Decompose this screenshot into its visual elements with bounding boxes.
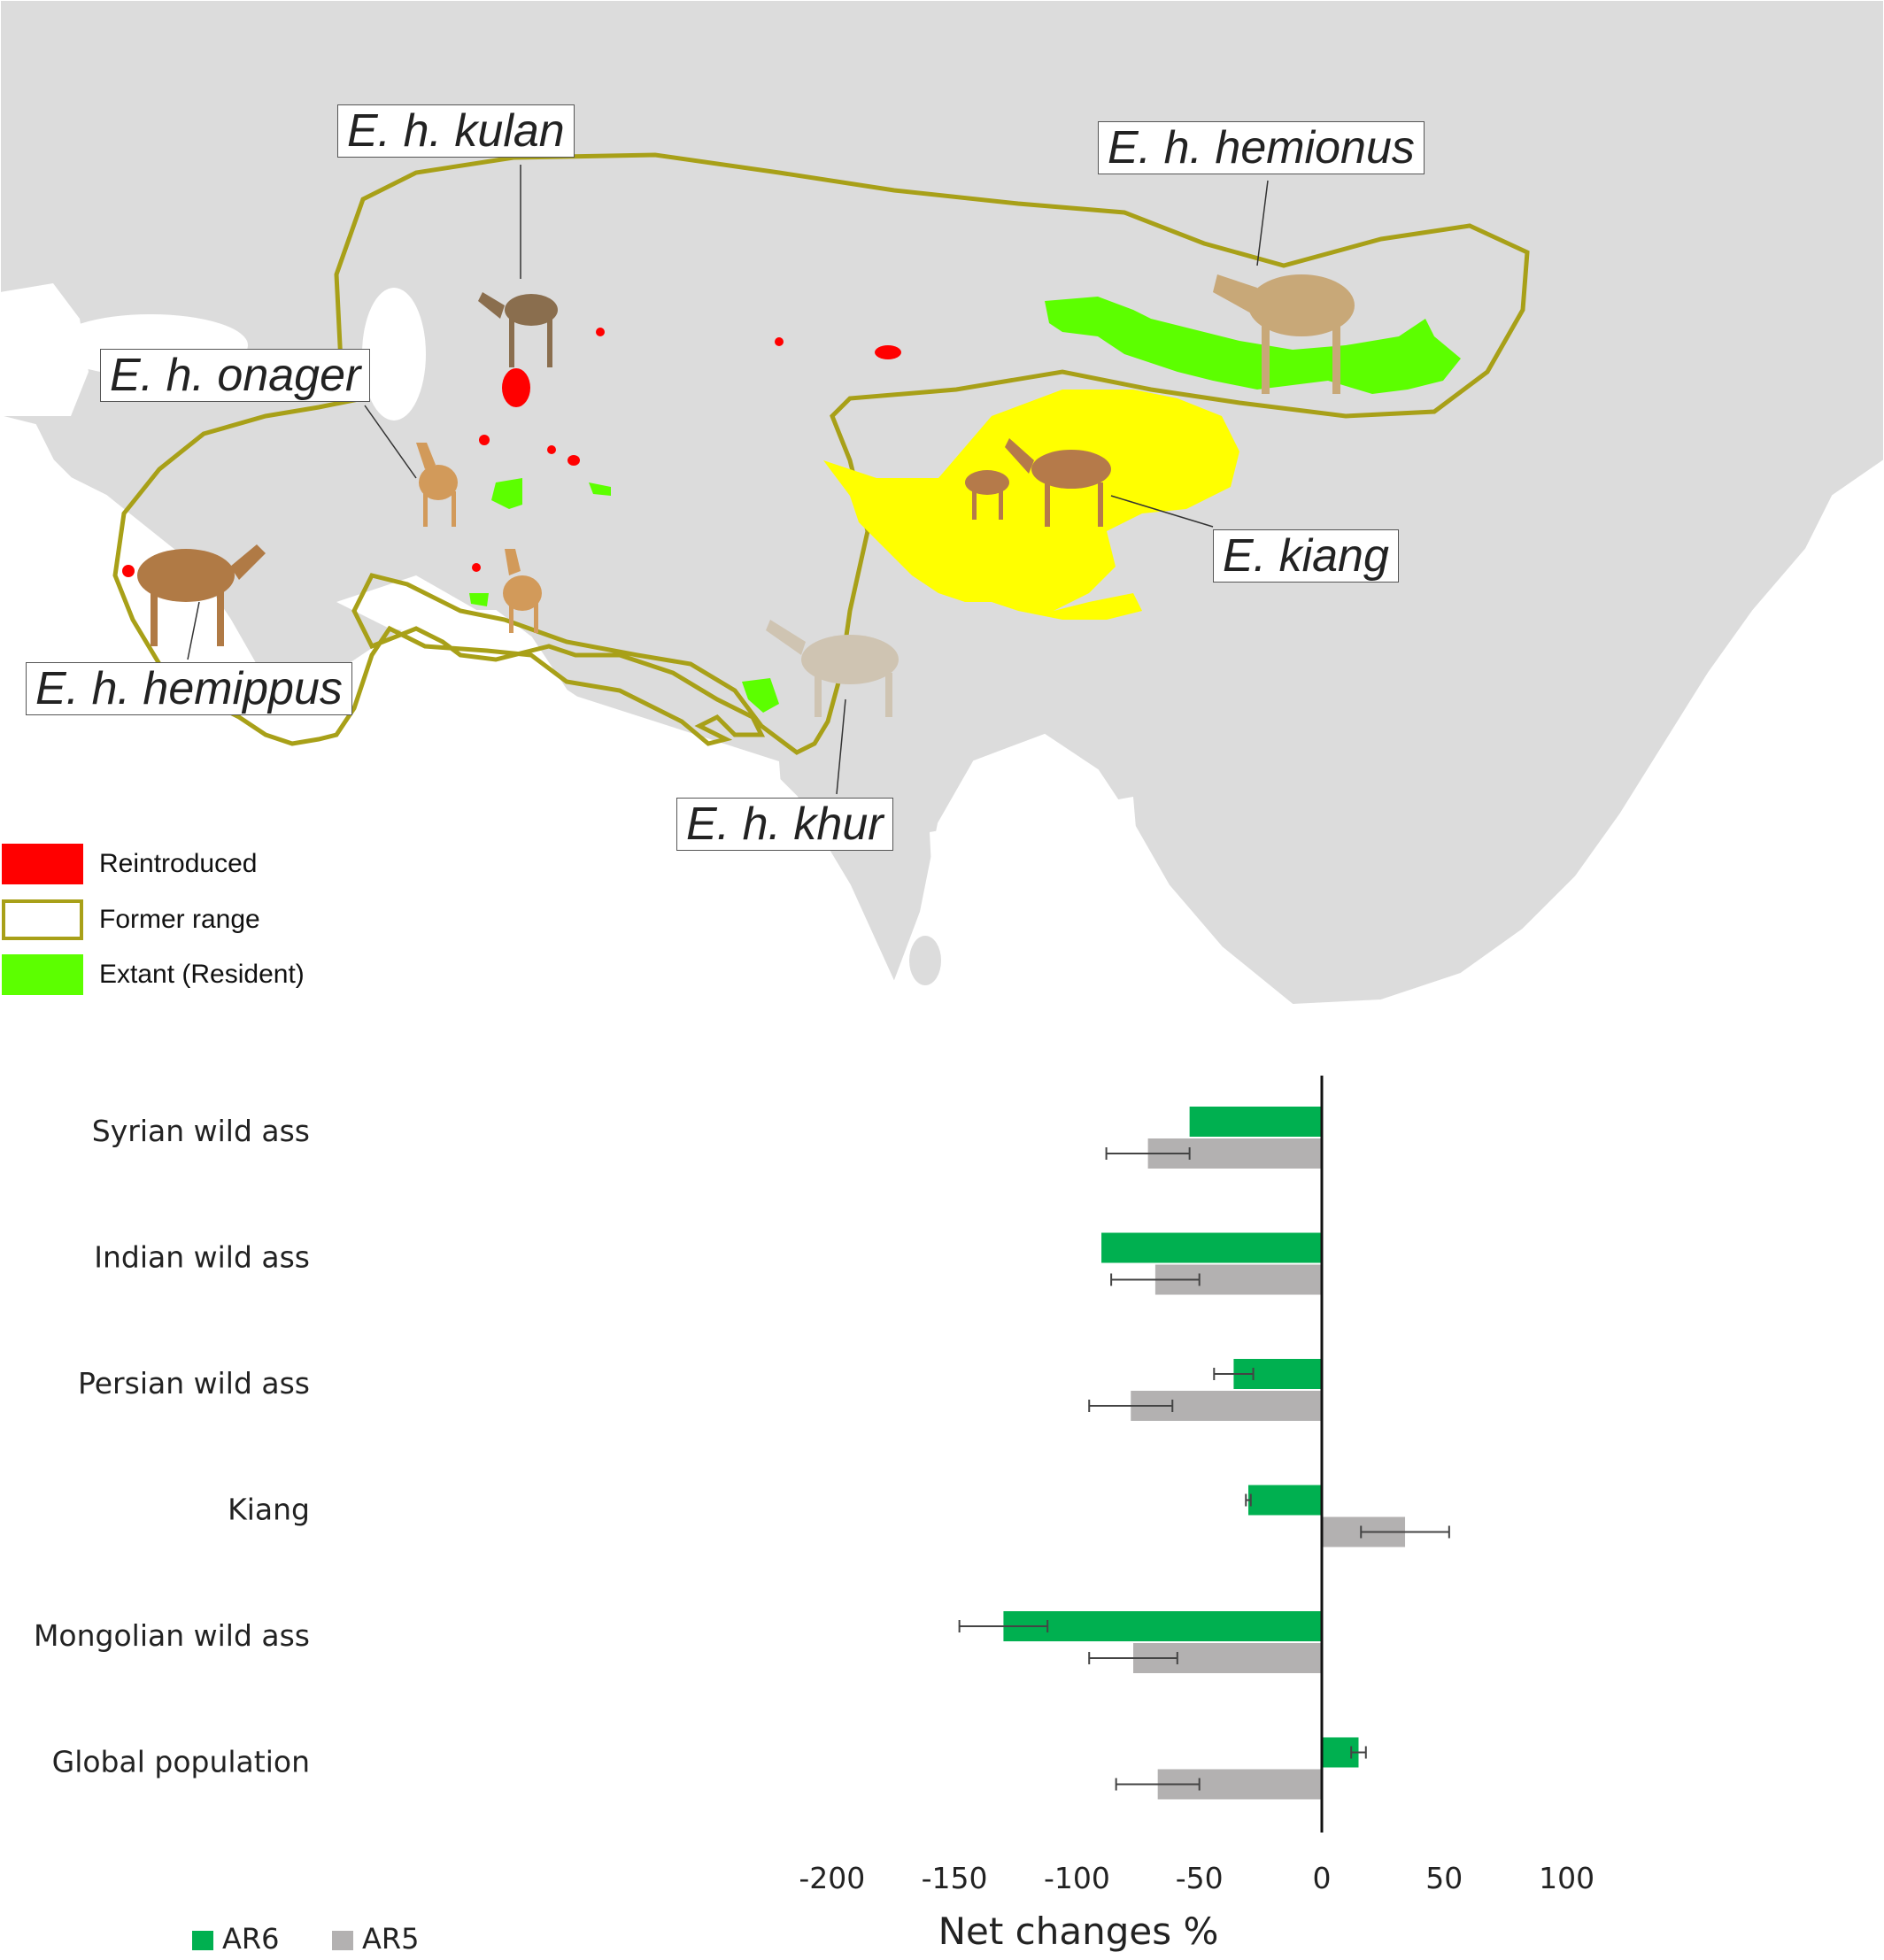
sri-lanka <box>909 936 941 985</box>
caspian-sea <box>362 288 426 421</box>
bar-ar6 <box>1003 1611 1322 1641</box>
label-leader-lines <box>187 165 1269 795</box>
error-bar-ar6 <box>958 1620 1049 1632</box>
extant-india <box>742 678 779 713</box>
legend-label-former-range: Former range <box>99 905 260 934</box>
onager-illustration <box>416 443 458 527</box>
label-onager: E. h. onager <box>100 349 371 402</box>
mediterranean-sea <box>0 283 89 416</box>
legend-swatch-former-range <box>2 899 83 940</box>
persian-gulf <box>336 575 478 637</box>
category-label: Indian wild ass <box>94 1240 310 1275</box>
bar-ar6 <box>1248 1485 1322 1516</box>
error-bar-ar5 <box>1105 1147 1191 1160</box>
bar-ar6 <box>1101 1232 1322 1263</box>
reintroduced-5 <box>479 435 490 445</box>
arabian-sea <box>266 682 797 1005</box>
error-bar-ar6 <box>1245 1493 1252 1507</box>
error-bar-ar5 <box>1360 1525 1450 1539</box>
legend-label-extant: Extant (Resident) <box>99 960 305 989</box>
legend-label-ar5: AR5 <box>362 1922 419 1956</box>
error-bar-ar6 <box>1213 1368 1255 1380</box>
range-map: E. h. kulan E. h. hemionus E. h. onager … <box>0 0 1884 1005</box>
reintroduced-9 <box>122 565 135 577</box>
kiang-range <box>823 390 1239 620</box>
bar-ar6 <box>1189 1107 1322 1137</box>
reintroduced-4 <box>875 345 901 359</box>
legend-swatch-ar6 <box>192 1931 213 1950</box>
former-range-outline <box>112 152 1530 755</box>
category-label: Syrian wild ass <box>92 1114 310 1148</box>
error-bar-ar5 <box>1088 1652 1178 1664</box>
reintroduced-8 <box>472 563 481 572</box>
category-label: Mongolian wild ass <box>34 1618 310 1653</box>
chart-canvas: Syrian wild ass Indian wild ass Persian wi… <box>34 1076 1594 1956</box>
reintroduced-2 <box>596 328 605 336</box>
kulan-illustration <box>478 292 558 367</box>
net-change-chart: Syrian wild ass Indian wild ass Persian wi… <box>0 1005 1884 1960</box>
onager-2-illustration <box>503 549 542 633</box>
reintroduced-6 <box>547 445 556 454</box>
category-label: Persian wild ass <box>78 1366 310 1401</box>
category-label: Kiang <box>228 1493 310 1527</box>
x-tick-label: -100 <box>1044 1861 1110 1895</box>
reintroduced-3 <box>775 337 784 346</box>
category-label: Global population <box>52 1745 310 1779</box>
extant-persia-1 <box>491 478 522 509</box>
x-tick-label: 100 <box>1539 1861 1594 1895</box>
x-tick-label: -200 <box>799 1861 865 1895</box>
legend-swatch-reintroduced <box>2 844 83 884</box>
extant-mongolia <box>1045 297 1461 394</box>
map-legend-former-range: Former range <box>2 898 260 942</box>
map-legend-reintroduced: Reintroduced <box>2 842 257 886</box>
label-khur: E. h. khur <box>676 798 893 851</box>
extant-persia-2 <box>589 482 611 496</box>
legend-label-reintroduced: Reintroduced <box>99 849 258 878</box>
map-legend-extant: Extant (Resident) <box>2 953 305 997</box>
extant-persia-3 <box>469 593 489 606</box>
legend-swatch-ar5 <box>332 1931 353 1950</box>
bay-of-bengal <box>930 797 1151 1005</box>
error-bar-ar5 <box>1110 1273 1201 1286</box>
x-tick-label: 50 <box>1425 1861 1463 1895</box>
reintroduced-7 <box>568 455 580 466</box>
x-axis-title: Net changes % <box>938 1910 1219 1953</box>
label-hemippus: E. h. hemippus <box>26 662 352 715</box>
error-bar-ar5 <box>1088 1400 1174 1412</box>
x-tick-label: -50 <box>1176 1861 1224 1895</box>
range-map-canvas <box>0 0 1884 1005</box>
legend-label-ar6: AR6 <box>222 1922 279 1956</box>
label-kiang: E. kiang <box>1213 529 1399 583</box>
error-bar-ar6 <box>1350 1746 1367 1759</box>
x-tick-label: 0 <box>1313 1861 1332 1895</box>
reintroduced-1 <box>502 368 530 407</box>
khur-illustration <box>766 620 899 717</box>
label-kulan: E. h. kulan <box>337 104 575 158</box>
legend-swatch-extant <box>2 954 83 995</box>
x-tick-label: -150 <box>922 1861 988 1895</box>
error-bar-ar5 <box>1115 1778 1201 1791</box>
hemippus-illustration <box>137 544 266 646</box>
kiang-illustration <box>965 438 1111 527</box>
hemionus-illustration <box>1213 274 1355 394</box>
label-hemionus: E. h. hemionus <box>1098 121 1425 174</box>
